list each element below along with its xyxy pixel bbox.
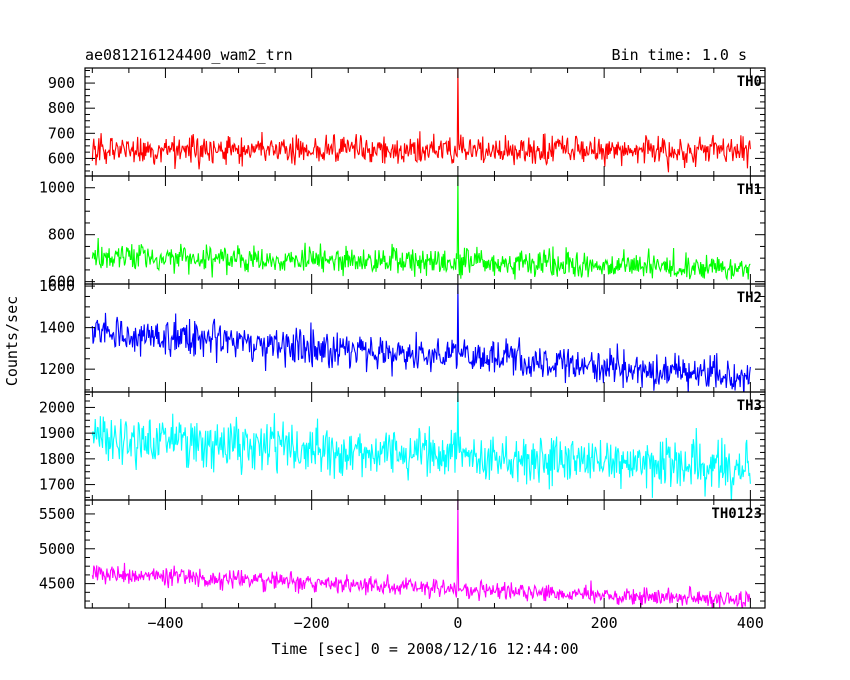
y-tick-label: 2000 xyxy=(39,398,75,416)
x-tick-labels: −400 −200 0 200 400 xyxy=(147,614,764,632)
y-tick-label: 1900 xyxy=(39,424,75,442)
x-tick-label: −400 xyxy=(147,614,183,632)
x-tick-label: 0 xyxy=(453,614,462,632)
y-tick-label: 5000 xyxy=(39,540,75,558)
y-tick-label: 1600 xyxy=(39,277,75,295)
panel-frame xyxy=(84,499,766,609)
panel-frame xyxy=(84,175,766,285)
light-curve-th0123 xyxy=(91,500,751,608)
panel-th1: 600 800 1000 TH1 xyxy=(39,175,766,291)
y-tick-label: 1800 xyxy=(39,450,75,468)
y-tick-label: 900 xyxy=(48,74,75,92)
y-tick-label: 5500 xyxy=(39,505,75,523)
light-curve-th0 xyxy=(91,68,751,173)
panel-label-th2: TH2 xyxy=(737,290,762,306)
y-tick-label: 1000 xyxy=(39,179,75,197)
panel-label-th0: TH0 xyxy=(737,74,762,90)
y-tick-label: 4500 xyxy=(39,575,75,593)
panel-th3: 1700 1800 1900 2000 TH3 xyxy=(39,391,766,501)
x-tick-label: 400 xyxy=(737,614,764,632)
y-tick-label: 1700 xyxy=(39,476,75,494)
panel-label-th0123: TH0123 xyxy=(711,506,762,522)
light-curve-th2 xyxy=(91,284,751,392)
panel-th0: 600 700 800 900 TH0 xyxy=(48,67,766,177)
chart-title: ae081216124400_wam2_trn xyxy=(85,46,293,64)
x-axis-label: Time [sec] 0 = 2008/12/16 12:44:00 xyxy=(271,640,578,658)
y-tick-label: 1200 xyxy=(39,360,75,378)
y-tick-label: 700 xyxy=(48,124,75,142)
light-curve-th3 xyxy=(91,392,751,500)
y-tick-label: 600 xyxy=(48,149,75,167)
y-tick-label: 600 xyxy=(48,273,75,291)
panel-stack: 600 700 800 900 TH0 600 800 1000 TH1 1200 1400 1600… xyxy=(39,67,766,609)
x-tick-label: 200 xyxy=(591,614,618,632)
y-tick-label: 800 xyxy=(48,99,75,117)
bin-time-label: Bin time: 1.0 s xyxy=(612,46,747,64)
panel-th2: 1200 1400 1600 TH2 xyxy=(39,277,766,393)
x-tick-label: −200 xyxy=(294,614,330,632)
panel-th0123: 4500 5000 5500 TH0123 xyxy=(39,499,766,609)
y-tick-label: 800 xyxy=(48,226,75,244)
y-axis-label: Counts/sec xyxy=(3,296,21,386)
light-curve-th1 xyxy=(91,176,751,281)
y-tick-label: 1400 xyxy=(39,319,75,337)
panel-label-th1: TH1 xyxy=(737,182,762,198)
panel-label-th3: TH3 xyxy=(737,398,762,414)
